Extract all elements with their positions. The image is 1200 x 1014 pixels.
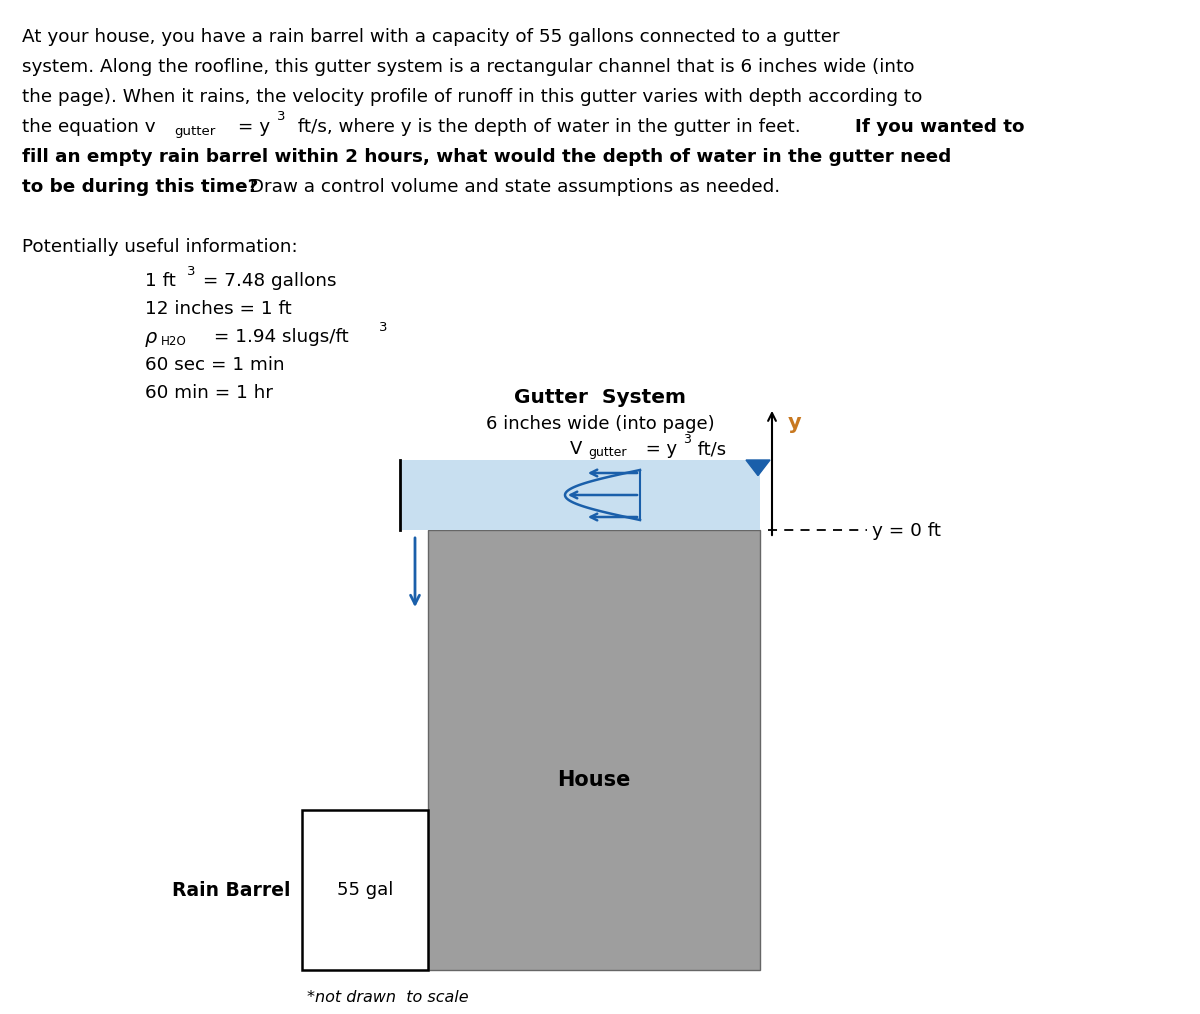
Text: fill an empty rain barrel within 2 hours, what would the depth of water in the g: fill an empty rain barrel within 2 hours… bbox=[22, 148, 952, 166]
Text: gutter: gutter bbox=[174, 125, 215, 138]
Bar bbox=[400, 460, 760, 530]
Text: the equation v: the equation v bbox=[22, 118, 156, 136]
Text: gutter: gutter bbox=[588, 446, 626, 459]
Text: ρ: ρ bbox=[145, 328, 157, 347]
Text: Draw a control volume and state assumptions as needed.: Draw a control volume and state assumpti… bbox=[244, 178, 780, 196]
Text: the page). When it rains, the velocity profile of runoff in this gutter varies w: the page). When it rains, the velocity p… bbox=[22, 88, 923, 106]
Bar bbox=[302, 810, 428, 970]
Text: At your house, you have a rain barrel with a capacity of 55 gallons connected to: At your house, you have a rain barrel wi… bbox=[22, 28, 840, 46]
Text: House: House bbox=[557, 770, 631, 790]
Text: = y: = y bbox=[232, 118, 270, 136]
Text: 12 inches = 1 ft: 12 inches = 1 ft bbox=[145, 300, 292, 318]
Text: 60 min = 1 hr: 60 min = 1 hr bbox=[145, 384, 274, 402]
Text: to be during this time?: to be during this time? bbox=[22, 178, 258, 196]
Text: Gutter  System: Gutter System bbox=[514, 388, 686, 407]
Text: 3: 3 bbox=[277, 110, 286, 123]
Text: 60 sec = 1 min: 60 sec = 1 min bbox=[145, 356, 284, 374]
Text: ft/s: ft/s bbox=[692, 440, 726, 458]
Polygon shape bbox=[746, 460, 770, 476]
Text: = 7.48 gallons: = 7.48 gallons bbox=[197, 272, 336, 290]
Text: = y: = y bbox=[640, 440, 677, 458]
Text: 55 gal: 55 gal bbox=[337, 881, 394, 899]
Text: Rain Barrel: Rain Barrel bbox=[172, 880, 290, 899]
Text: 3: 3 bbox=[187, 265, 196, 278]
Text: ft/s, where y is the depth of water in the gutter in feet.: ft/s, where y is the depth of water in t… bbox=[292, 118, 806, 136]
Text: H2O: H2O bbox=[161, 335, 187, 348]
Text: 3: 3 bbox=[683, 433, 691, 446]
Text: y: y bbox=[788, 413, 802, 433]
Text: Potentially useful information:: Potentially useful information: bbox=[22, 238, 298, 256]
Bar bbox=[428, 530, 760, 970]
Text: system. Along the roofline, this gutter system is a rectangular channel that is : system. Along the roofline, this gutter … bbox=[22, 58, 914, 76]
Text: V: V bbox=[570, 440, 582, 458]
Text: = 1.94 slugs/ft: = 1.94 slugs/ft bbox=[208, 328, 349, 346]
Text: 6 inches wide (into page): 6 inches wide (into page) bbox=[486, 415, 714, 433]
Text: 1 ft: 1 ft bbox=[145, 272, 176, 290]
Text: *not drawn  to scale: *not drawn to scale bbox=[307, 990, 469, 1005]
Text: y = 0 ft: y = 0 ft bbox=[872, 522, 941, 540]
Text: 3: 3 bbox=[379, 321, 388, 334]
Text: If you wanted to: If you wanted to bbox=[854, 118, 1025, 136]
